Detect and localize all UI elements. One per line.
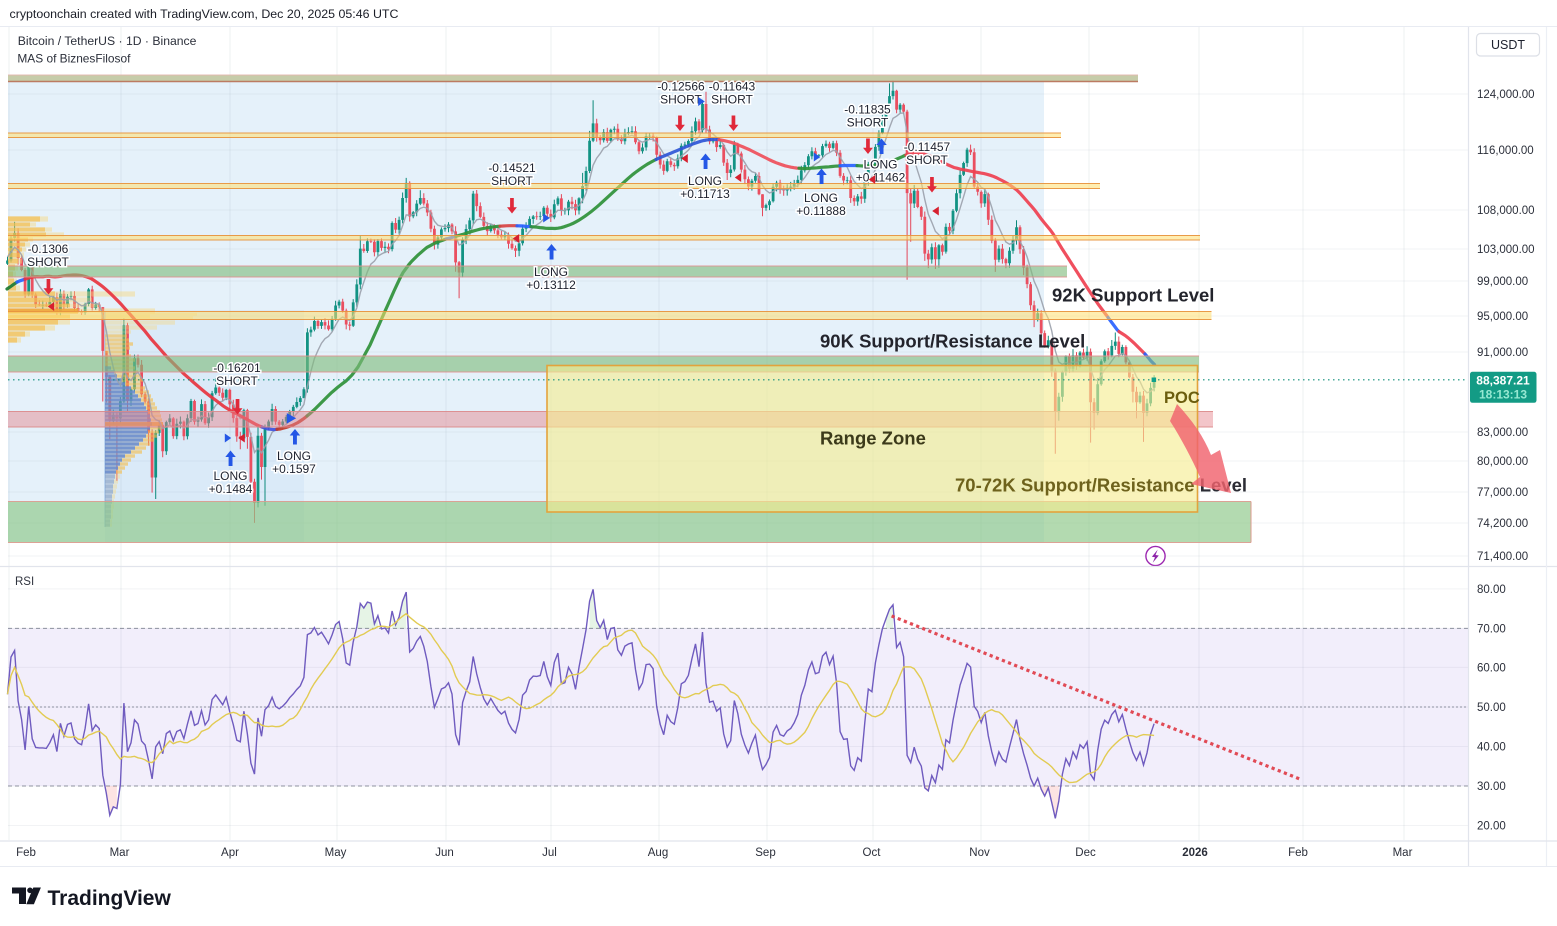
svg-text:124,000.00: 124,000.00	[1477, 89, 1535, 101]
svg-text:LONG: LONG	[804, 191, 838, 205]
svg-text:80,000.00: 80,000.00	[1477, 456, 1528, 468]
svg-text:95,000.00: 95,000.00	[1477, 311, 1528, 323]
svg-text:Range Zone: Range Zone	[820, 428, 926, 449]
svg-text:SHORT: SHORT	[491, 174, 533, 188]
svg-text:88,387.21: 88,387.21	[1476, 374, 1530, 388]
svg-text:-0.16201: -0.16201	[213, 361, 261, 375]
svg-text:Mar: Mar	[1393, 847, 1413, 859]
svg-text:Nov: Nov	[969, 847, 990, 859]
svg-text:POC: POC	[1164, 389, 1200, 407]
svg-text:-0.11457: -0.11457	[904, 140, 951, 154]
svg-text:+0.1484: +0.1484	[209, 482, 253, 496]
svg-text:74,200.00: 74,200.00	[1477, 518, 1528, 530]
svg-text:Mar: Mar	[110, 847, 130, 859]
svg-text:Oct: Oct	[863, 847, 882, 859]
svg-text:-0.11835: -0.11835	[844, 102, 891, 116]
svg-text:70.00: 70.00	[1477, 623, 1506, 635]
svg-text:-0.11643: -0.11643	[709, 79, 756, 93]
svg-text:Dec: Dec	[1075, 847, 1096, 859]
svg-text:+0.11888: +0.11888	[796, 204, 846, 218]
svg-text:90K Support/Resistance Level: 90K Support/Resistance Level	[820, 331, 1085, 352]
svg-text:SHORT: SHORT	[27, 255, 69, 269]
svg-text:Aug: Aug	[648, 847, 668, 859]
svg-text:LONG: LONG	[863, 157, 897, 171]
svg-text:18:13:13: 18:13:13	[1479, 388, 1527, 402]
svg-text:20.00: 20.00	[1477, 821, 1506, 833]
svg-text:71,400.00: 71,400.00	[1477, 551, 1528, 563]
svg-text:LONG: LONG	[213, 469, 247, 483]
svg-text:103,000.00: 103,000.00	[1477, 244, 1535, 256]
svg-text:-0.12566: -0.12566	[657, 79, 705, 93]
svg-text:Apr: Apr	[221, 847, 239, 859]
svg-text:+0.11713: +0.11713	[680, 187, 730, 201]
svg-text:40.00: 40.00	[1477, 742, 1506, 754]
svg-text:Jul: Jul	[542, 847, 557, 859]
svg-text:cryptoonchain created with Tra: cryptoonchain created with TradingView.c…	[10, 7, 399, 21]
svg-text:91,000.00: 91,000.00	[1477, 347, 1528, 359]
svg-text:116,000.00: 116,000.00	[1477, 145, 1534, 157]
svg-text:Bitcoin / TetherUS · 1D · Bina: Bitcoin / TetherUS · 1D · Binance	[18, 34, 197, 48]
svg-text:-0.1306: -0.1306	[28, 242, 69, 256]
svg-text:-0.14521: -0.14521	[488, 161, 536, 175]
svg-text:+0.13112: +0.13112	[526, 278, 576, 292]
svg-text:92K Support Level: 92K Support Level	[1052, 285, 1214, 306]
svg-text:SHORT: SHORT	[711, 92, 753, 106]
svg-text:TradingView: TradingView	[48, 887, 172, 910]
svg-text:108,000.00: 108,000.00	[1477, 205, 1535, 217]
svg-text:Feb: Feb	[1288, 847, 1308, 859]
svg-text:SHORT: SHORT	[660, 92, 702, 106]
svg-text:SHORT: SHORT	[847, 115, 889, 129]
svg-text:83,000.00: 83,000.00	[1477, 427, 1528, 439]
svg-text:MAS of BiznesFilosof: MAS of BiznesFilosof	[17, 51, 131, 65]
svg-text:Sep: Sep	[755, 847, 775, 859]
svg-text:LONG: LONG	[688, 174, 722, 188]
svg-text:50.00: 50.00	[1477, 702, 1506, 714]
svg-text:USDT: USDT	[1491, 38, 1525, 52]
svg-text:60.00: 60.00	[1477, 662, 1506, 674]
svg-text:99,000.00: 99,000.00	[1477, 276, 1528, 288]
svg-text:SHORT: SHORT	[906, 153, 948, 167]
svg-text:77,000.00: 77,000.00	[1477, 487, 1528, 499]
svg-text:May: May	[325, 847, 347, 859]
svg-text:Jun: Jun	[435, 847, 454, 859]
svg-text:Feb: Feb	[16, 847, 36, 859]
svg-text:LONG: LONG	[277, 449, 311, 463]
svg-text:80.00: 80.00	[1477, 584, 1506, 596]
svg-text:+0.1597: +0.1597	[272, 462, 316, 476]
svg-text:SHORT: SHORT	[216, 374, 258, 388]
svg-text:30.00: 30.00	[1477, 781, 1506, 793]
svg-text:RSI: RSI	[15, 576, 34, 588]
svg-text:LONG: LONG	[534, 265, 568, 279]
svg-text:2026: 2026	[1182, 847, 1208, 859]
svg-text:+0.11462: +0.11462	[856, 170, 906, 184]
